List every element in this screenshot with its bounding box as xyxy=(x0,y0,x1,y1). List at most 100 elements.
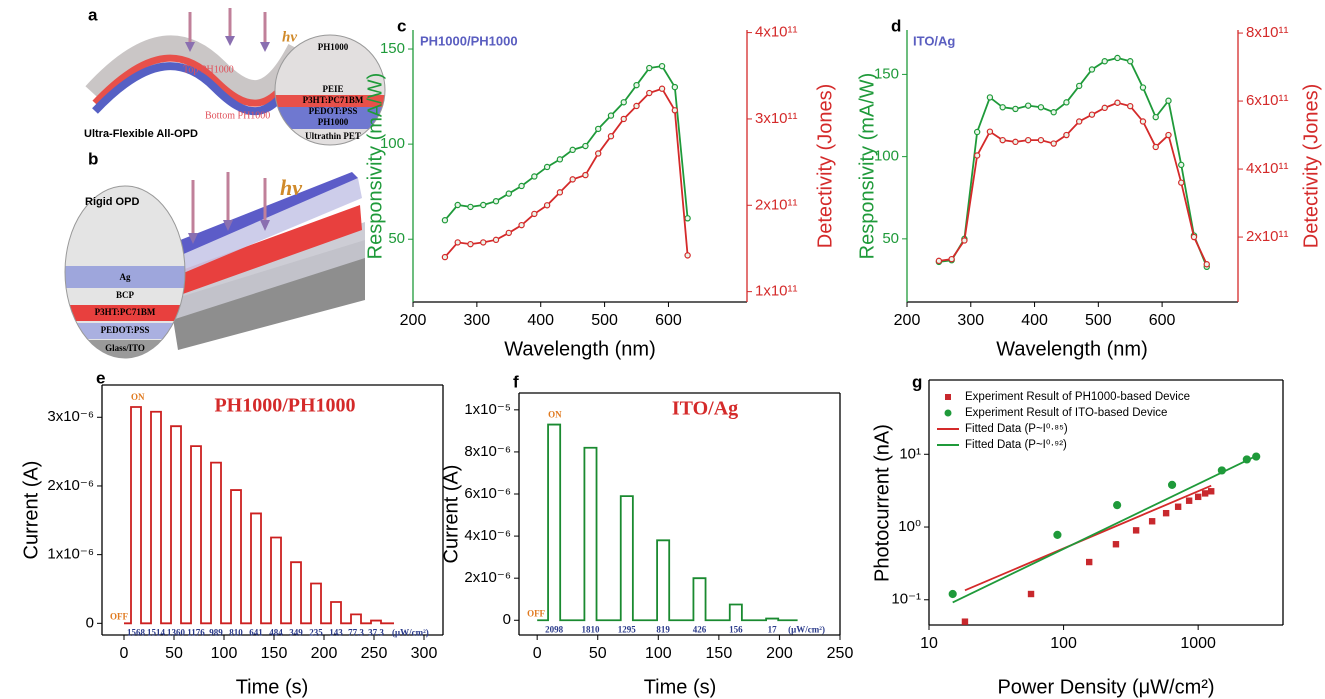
stack-label: PEDOT:PSS xyxy=(309,106,358,116)
x-tick-label: 50 xyxy=(589,645,607,662)
point xyxy=(973,152,981,159)
panel-label: f xyxy=(513,372,519,391)
legend-marker xyxy=(945,394,951,400)
layer-pedot xyxy=(92,62,304,115)
layer-label: Top PH1000 xyxy=(183,64,234,75)
chart-title: PH1000/PH1000 xyxy=(214,395,355,417)
illustration-b: b Rigid OPD hν Ag BCP P3HT:PC71BM PEDOT:… xyxy=(64,149,365,359)
y-tick-label: 4x10⁻⁶ xyxy=(464,527,511,544)
on-label: ON xyxy=(548,410,562,420)
point xyxy=(1165,97,1172,104)
x-tick-label: 150 xyxy=(706,645,733,662)
point xyxy=(518,182,525,190)
point xyxy=(1152,143,1159,151)
arrow-head xyxy=(223,220,233,231)
power-label: 484 xyxy=(269,627,283,637)
y-tick-label: 150 xyxy=(380,40,405,57)
x-tick-label: 100 xyxy=(1050,635,1077,652)
point xyxy=(1185,497,1193,504)
panel-label: b xyxy=(88,149,98,168)
y-tick-label: 0 xyxy=(503,611,511,628)
y-tick-label: 100 xyxy=(380,135,405,152)
power-label: 1295 xyxy=(618,624,637,634)
power-label: 156 xyxy=(729,624,743,634)
y-tick-label: 1x10⁻⁶ xyxy=(47,546,94,563)
inset-layer xyxy=(65,323,185,339)
point xyxy=(1075,82,1083,90)
x-tick-label: 0 xyxy=(533,645,542,662)
power-label: 17 xyxy=(768,624,778,634)
panel-label: a xyxy=(88,5,98,24)
legend-label: Experiment Result of ITO-based Device xyxy=(965,407,1167,419)
point xyxy=(543,163,551,171)
y2-tick-label: 3x10¹¹ xyxy=(755,110,798,127)
x-tick-label: 250 xyxy=(827,645,854,662)
power-label: 1514 xyxy=(147,627,166,637)
point xyxy=(454,201,461,209)
x-tick-label: 400 xyxy=(1021,312,1048,329)
y-tick-label: 100 xyxy=(874,148,899,165)
point xyxy=(531,210,538,218)
point xyxy=(1037,104,1045,111)
point xyxy=(607,133,615,140)
y2-tick-label: 8x10¹¹ xyxy=(1246,24,1289,41)
point xyxy=(1024,102,1032,109)
y2-axis-title: Detectivity (Jones) xyxy=(1300,84,1322,249)
point xyxy=(973,128,981,136)
point xyxy=(1075,118,1083,125)
point xyxy=(1127,102,1134,110)
point xyxy=(986,94,994,101)
y-axis-title: Photocurrent (nA) xyxy=(871,424,893,582)
x-axis-title: Wavelength (nm) xyxy=(996,338,1148,360)
y-tick-label: 150 xyxy=(874,65,899,82)
point xyxy=(1207,488,1215,495)
light-arrows xyxy=(188,8,267,44)
x-tick-label: 300 xyxy=(411,645,438,662)
y-tick-label: 2x10⁻⁶ xyxy=(47,477,94,494)
arrow-head xyxy=(188,233,198,244)
x-tick-label: 50 xyxy=(165,645,183,662)
point xyxy=(1112,541,1120,548)
point xyxy=(595,125,602,133)
power-label: 2098 xyxy=(545,624,564,634)
point xyxy=(1127,58,1134,65)
power-label: 143 xyxy=(329,627,343,637)
point xyxy=(492,197,500,205)
x-tick-label: 300 xyxy=(957,312,984,329)
point xyxy=(518,221,525,229)
caption: Ultra-Flexible All-OPD xyxy=(84,128,198,140)
y-axis-title: Responsivity (mA/W) xyxy=(364,73,386,260)
y-axis-title: Current (A) xyxy=(20,461,42,560)
power-label: 989 xyxy=(209,627,223,637)
y-tick-label: 50 xyxy=(388,230,405,247)
panel-label: c xyxy=(397,16,406,35)
point xyxy=(986,128,994,135)
layer-slab xyxy=(155,178,362,282)
point xyxy=(1050,140,1057,147)
point xyxy=(1178,161,1185,169)
stack-label: PH1000 xyxy=(318,42,349,52)
point xyxy=(1088,66,1096,73)
point xyxy=(441,217,449,224)
point xyxy=(620,115,627,123)
power-label: 37.3 xyxy=(368,627,384,637)
power-label: 1810 xyxy=(581,624,600,634)
power-label: 235 xyxy=(309,627,323,637)
point xyxy=(1152,113,1159,121)
point xyxy=(1085,558,1093,566)
power-unit: (μW/cm²) xyxy=(392,627,429,637)
point xyxy=(671,107,679,114)
point xyxy=(1101,58,1108,65)
y2-tick-label: 6x10¹¹ xyxy=(1246,92,1289,109)
off-label: OFF xyxy=(527,608,545,618)
light-arrows xyxy=(191,172,267,235)
y-tick-label: 10⁰ xyxy=(898,518,921,535)
x-axis-title: Wavelength (nm) xyxy=(504,338,656,360)
point xyxy=(454,239,461,246)
power-label: 1176 xyxy=(187,627,205,637)
legend-label: Fitted Data (P~I⁰·⁸⁵) xyxy=(965,423,1068,435)
x-axis-title: Time (s) xyxy=(236,676,309,698)
series-line xyxy=(444,65,689,221)
x-tick-label: 150 xyxy=(261,645,288,662)
x-tick-label: 250 xyxy=(361,645,388,662)
